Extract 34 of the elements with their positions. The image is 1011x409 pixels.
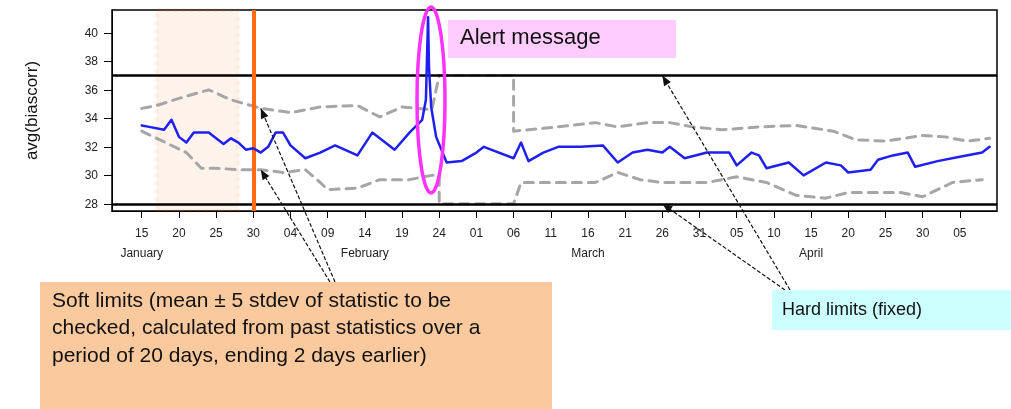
- x-tick-label: 11: [544, 226, 558, 240]
- x-tick-label: 06: [506, 226, 521, 240]
- x-tick-label: 15 January: [120, 226, 164, 260]
- x-tick-label: 04: [283, 226, 298, 240]
- x-tick-label: 20: [172, 226, 186, 240]
- x-tick-label: 09: [320, 226, 335, 240]
- x-tick-label: 05: [953, 226, 967, 240]
- x-tick-label: 20: [841, 226, 856, 240]
- y-tick-label: 34: [84, 111, 99, 126]
- y-axis-title: avg(biascorr): [22, 60, 41, 161]
- x-tick-label: 10: [767, 226, 781, 240]
- y-tick-label: 28: [84, 196, 99, 211]
- note-box: Hard limits (fixed): [772, 290, 1011, 330]
- y-tick-label: 36: [84, 82, 99, 97]
- x-tick-label: 15 April: [799, 226, 824, 260]
- x-tick-label: 16 March: [571, 226, 605, 260]
- x-tick-label: 21: [618, 226, 633, 240]
- note-box: Soft limits (mean ± 5 stdev of statistic to be checked, calculated from past statistics over a period of 20 days, ending 2 days earlier): [40, 282, 552, 409]
- y-tick-label: 38: [84, 54, 99, 69]
- y-tick-label: 30: [84, 168, 99, 183]
- x-tick-label: 30: [246, 226, 261, 240]
- x-tick-label: 01: [469, 226, 484, 240]
- x-tick-label: 25: [878, 226, 893, 240]
- x-tick-label: 05: [730, 226, 744, 240]
- x-tick-label: 24: [432, 226, 447, 240]
- x-tick-label: 26: [655, 226, 670, 240]
- x-tick-label: 14 February: [340, 226, 389, 260]
- x-tick-label: 30: [915, 226, 930, 240]
- note-box: Alert message: [448, 20, 676, 58]
- y-tick-label: 32: [84, 139, 99, 154]
- x-tick-label: 19: [395, 226, 410, 240]
- x-tick-label: 31: [692, 226, 707, 240]
- y-tick-label: 40: [84, 25, 99, 40]
- x-tick-label: 25: [209, 226, 224, 240]
